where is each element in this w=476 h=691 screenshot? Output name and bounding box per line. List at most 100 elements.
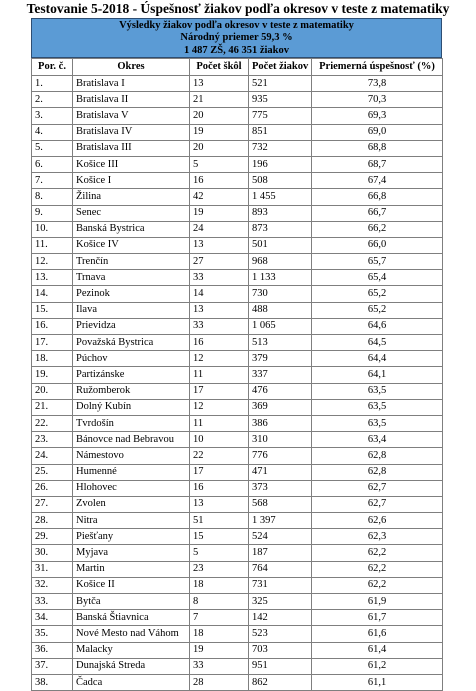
cell-average-success: 65,4 (311, 269, 443, 287)
cell-student-count: 775 (248, 107, 312, 125)
table-row: 16. Prievidza 33 1 065 64,6 (31, 317, 443, 336)
cell-student-count: 776 (248, 447, 312, 465)
cell-student-count: 568 (248, 495, 312, 514)
cell-district: Žilina (72, 188, 190, 206)
cell-order: 7. (31, 172, 73, 190)
cell-order: 3. (31, 107, 73, 125)
cell-district: Trnava (72, 269, 190, 287)
table-row: 1. Bratislava I 13 521 73,8 (31, 74, 443, 93)
cell-order: 35. (31, 625, 73, 643)
cell-student-count: 951 (248, 657, 312, 675)
cell-order: 2. (31, 91, 73, 109)
cell-student-count: 1 455 (248, 188, 312, 206)
cell-average-success: 62,2 (311, 544, 443, 562)
cell-average-success: 65,7 (311, 253, 443, 271)
table-row: 18. Púchov 12 379 64,4 (31, 350, 443, 368)
cell-school-count: 13 (189, 301, 249, 319)
table-row: 7. Košice I 16 508 67,4 (31, 172, 443, 190)
cell-district: Myjava (72, 544, 190, 562)
cell-school-count: 11 (189, 366, 249, 384)
cell-district: Senec (72, 204, 190, 222)
table-row: 6. Košice III 5 196 68,7 (31, 155, 443, 174)
cell-district: Bratislava V (72, 107, 190, 125)
cell-student-count: 703 (248, 641, 312, 659)
cell-order: 24. (31, 447, 73, 465)
cell-order: 32. (31, 576, 73, 595)
cell-order: 30. (31, 544, 73, 562)
cell-student-count: 373 (248, 479, 312, 497)
cell-student-count: 187 (248, 544, 312, 562)
cell-order: 36. (31, 641, 73, 659)
cell-school-count: 18 (189, 625, 249, 643)
cell-district: Humenné (72, 463, 190, 481)
cell-district: Púchov (72, 350, 190, 368)
table-row: 5. Bratislava III 20 732 68,8 (31, 139, 443, 157)
banner-national-average: Národný priemer 59,3 % (180, 32, 293, 44)
cell-order: 1. (31, 74, 73, 93)
cell-student-count: 501 (248, 236, 312, 255)
cell-order: 8. (31, 188, 73, 206)
cell-district: Košice I (72, 172, 190, 190)
cell-student-count: 764 (248, 560, 312, 578)
table-row: 34. Banská Štiavnica 7 142 61,7 (31, 609, 443, 627)
cell-student-count: 862 (248, 673, 312, 691)
cell-student-count: 1 065 (248, 317, 312, 336)
cell-average-success: 61,4 (311, 641, 443, 659)
cell-average-success: 63,5 (311, 414, 443, 433)
cell-order: 11. (31, 236, 73, 255)
cell-school-count: 21 (189, 91, 249, 109)
cell-district: Košice III (72, 155, 190, 174)
table-row: 25. Humenné 17 471 62,8 (31, 463, 443, 481)
cell-district: Nové Mesto nad Váhom (72, 625, 190, 643)
cell-student-count: 369 (248, 398, 312, 416)
table-row: 12. Trenčín 27 968 65,7 (31, 253, 443, 271)
table-body: 1. Bratislava I 13 521 73,8 2. Bratislava II 21… (31, 74, 443, 691)
cell-order: 10. (31, 220, 73, 238)
cell-school-count: 17 (189, 463, 249, 481)
table-row: 29. Piešťany 15 524 62,3 (31, 528, 443, 546)
cell-order: 37. (31, 657, 73, 675)
cell-order: 38. (31, 673, 73, 691)
cell-average-success: 66,2 (311, 220, 443, 238)
cell-order: 13. (31, 269, 73, 287)
cell-order: 25. (31, 463, 73, 481)
cell-order: 31. (31, 560, 73, 578)
cell-school-count: 33 (189, 317, 249, 336)
cell-order: 12. (31, 253, 73, 271)
cell-student-count: 524 (248, 528, 312, 546)
cell-district: Bratislava I (72, 74, 190, 93)
cell-school-count: 10 (189, 431, 249, 449)
cell-order: 17. (31, 333, 73, 352)
table-row: 30. Myjava 5 187 62,2 (31, 544, 443, 562)
cell-school-count: 14 (189, 285, 249, 303)
cell-order: 15. (31, 301, 73, 319)
cell-school-count: 17 (189, 382, 249, 400)
cell-student-count: 476 (248, 382, 312, 400)
cell-student-count: 935 (248, 91, 312, 109)
cell-school-count: 15 (189, 528, 249, 546)
table-row: 8. Žilina 42 1 455 66,8 (31, 188, 443, 206)
cell-average-success: 64,6 (311, 317, 443, 336)
cell-district: Ilava (72, 301, 190, 319)
cell-order: 6. (31, 155, 73, 174)
cell-school-count: 8 (189, 592, 249, 611)
cell-student-count: 488 (248, 301, 312, 319)
header-district: Okres (72, 58, 190, 76)
cell-district: Pezinok (72, 285, 190, 303)
cell-district: Malacky (72, 641, 190, 659)
cell-average-success: 64,4 (311, 350, 443, 368)
cell-average-success: 62,7 (311, 479, 443, 497)
cell-average-success: 62,2 (311, 560, 443, 578)
results-table: Por. č. Okres Počet škôl Počet žiakov Pr… (31, 58, 443, 691)
table-row: 3. Bratislava V 20 775 69,3 (31, 107, 443, 125)
cell-district: Ružomberok (72, 382, 190, 400)
cell-school-count: 5 (189, 544, 249, 562)
cell-average-success: 63,5 (311, 382, 443, 400)
cell-average-success: 62,8 (311, 447, 443, 465)
cell-average-success: 62,7 (311, 495, 443, 514)
cell-average-success: 66,7 (311, 204, 443, 222)
cell-average-success: 70,3 (311, 91, 443, 109)
cell-order: 4. (31, 123, 73, 141)
cell-order: 34. (31, 609, 73, 627)
cell-district: Bratislava IV (72, 123, 190, 141)
